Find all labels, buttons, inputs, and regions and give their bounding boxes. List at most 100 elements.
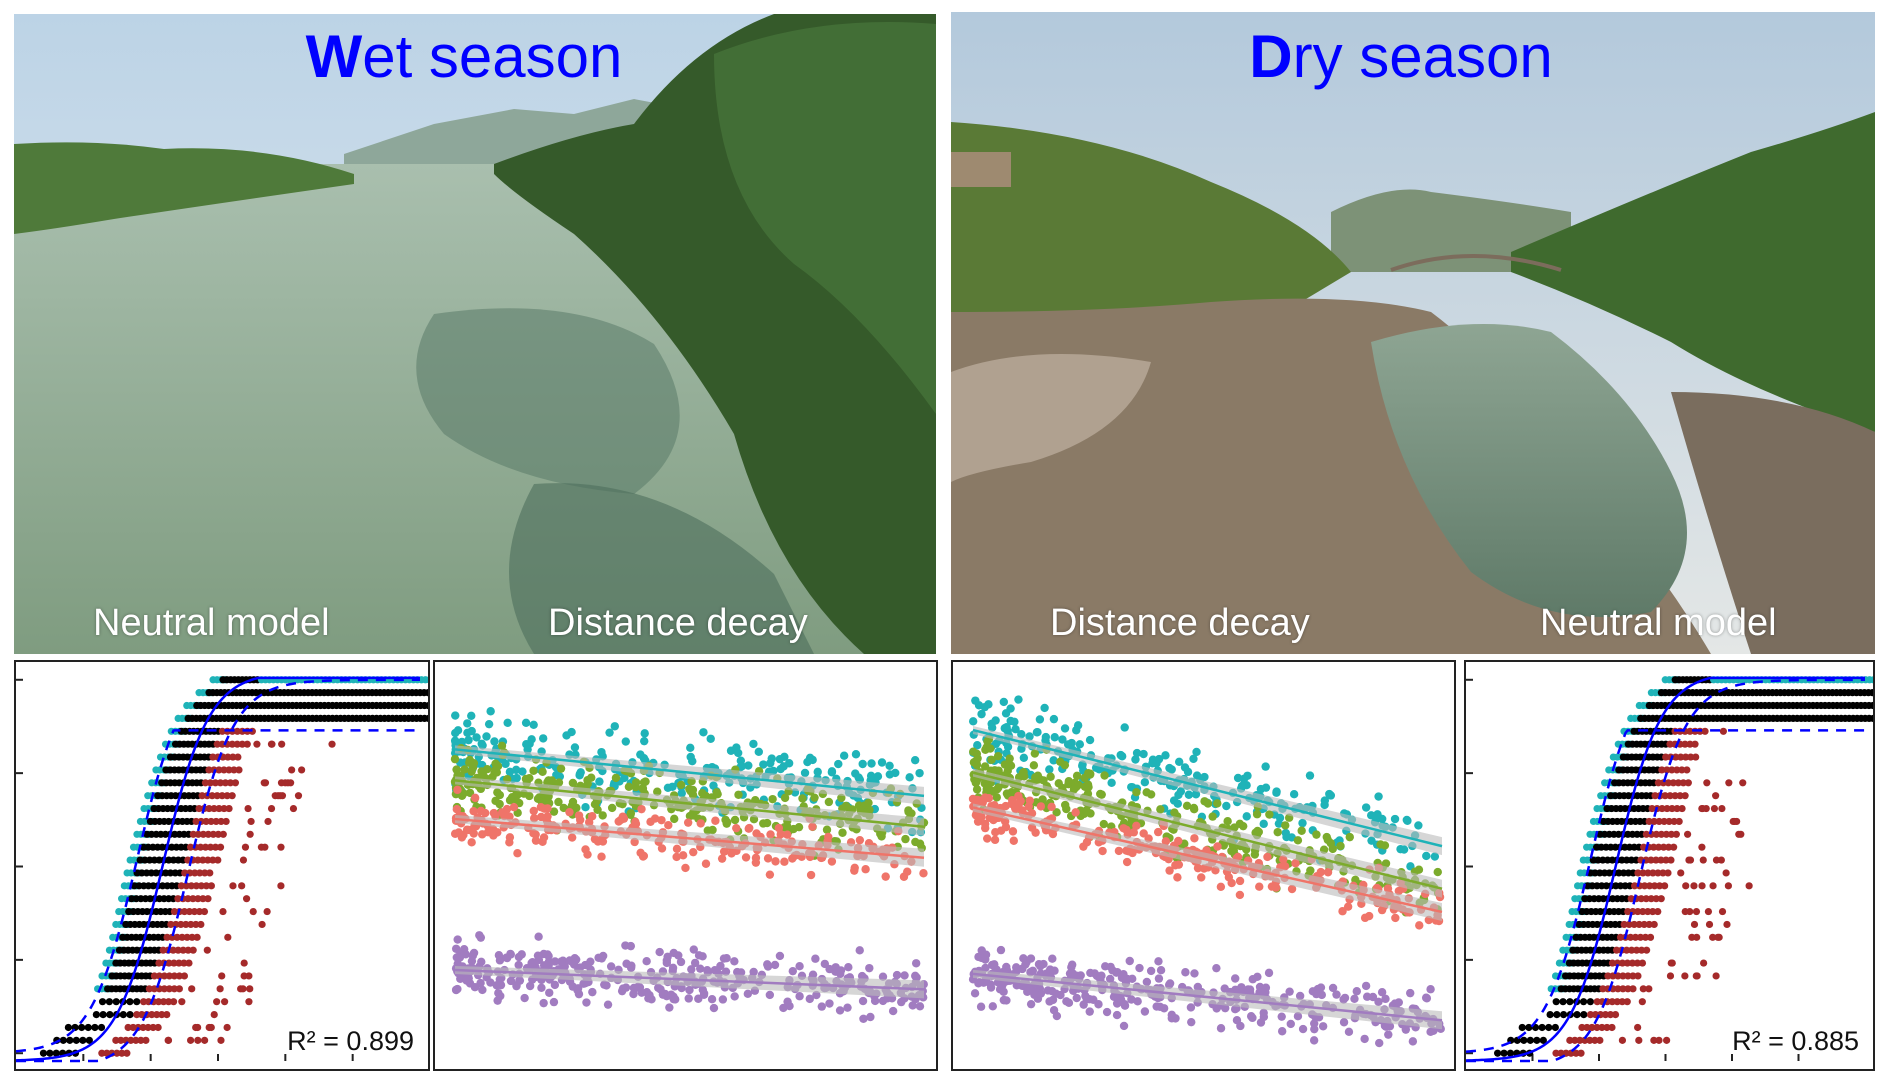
point-below — [235, 766, 243, 774]
point-purple — [690, 958, 700, 968]
point-below — [159, 946, 167, 954]
point-green — [529, 766, 538, 775]
point-below — [191, 869, 199, 877]
point-green — [768, 794, 777, 804]
point-salmon — [500, 811, 509, 821]
point-teal — [977, 709, 986, 719]
point-below — [175, 985, 183, 993]
point-below — [1668, 804, 1676, 813]
point-below — [1662, 856, 1670, 864]
point-teal — [754, 747, 763, 757]
point-below — [1641, 882, 1649, 890]
point-salmon — [1014, 791, 1023, 801]
point-purple — [579, 979, 588, 988]
point-within — [1520, 1036, 1528, 1044]
point-within — [126, 998, 134, 1006]
point-within — [1546, 1010, 1554, 1019]
point-salmon — [980, 819, 990, 829]
point-purple — [699, 990, 709, 1000]
point-below — [1674, 779, 1682, 787]
point-salmon — [1338, 907, 1347, 916]
point-teal — [1403, 816, 1412, 825]
point-salmon — [637, 804, 646, 814]
point-within — [1552, 998, 1560, 1006]
point-within — [1559, 1010, 1568, 1019]
point-below — [1642, 895, 1650, 903]
point-teal — [905, 773, 914, 782]
point-green — [698, 789, 707, 798]
point-below — [113, 1049, 121, 1057]
point-green — [1080, 782, 1090, 791]
point-below — [233, 727, 241, 735]
point-below — [1651, 882, 1659, 890]
point-below — [264, 817, 272, 826]
point-below — [253, 740, 261, 748]
point-below — [194, 895, 202, 903]
point-green — [452, 765, 461, 774]
point-purple — [662, 958, 672, 968]
wet-distance-decay-plot — [433, 660, 938, 1071]
point-salmon — [683, 818, 693, 827]
point-below — [200, 907, 209, 916]
point-below — [188, 933, 196, 941]
point-salmon — [711, 816, 720, 825]
point-teal — [1183, 767, 1193, 777]
point-purple — [986, 983, 996, 992]
point-purple — [1261, 983, 1271, 992]
point-purple — [1156, 965, 1166, 975]
point-below — [1633, 946, 1641, 954]
point-salmon — [1031, 828, 1040, 837]
point-purple — [1352, 987, 1361, 996]
point-purple — [550, 980, 560, 990]
point-salmon — [531, 836, 541, 845]
point-purple — [1050, 966, 1059, 975]
point-green — [990, 766, 1000, 775]
point-below — [198, 792, 206, 800]
point-below — [1618, 1036, 1627, 1044]
point-teal — [1045, 765, 1054, 774]
point-below — [1654, 779, 1662, 787]
point-salmon — [1415, 921, 1424, 930]
point-green — [915, 839, 925, 848]
point-purple — [710, 966, 720, 975]
point-below — [1698, 882, 1706, 890]
point-teal — [1085, 735, 1095, 745]
point-below — [1704, 907, 1713, 916]
point-below — [1725, 779, 1733, 787]
point-teal — [636, 750, 645, 759]
point-teal — [464, 735, 473, 745]
point-green — [554, 797, 563, 807]
point-teal — [1298, 818, 1307, 828]
point-below — [241, 843, 250, 851]
point-green — [495, 790, 505, 800]
wet-distance-decay-label: Distance decay — [548, 602, 808, 644]
point-green — [789, 824, 798, 834]
point-teal — [749, 739, 758, 749]
point-salmon — [598, 837, 608, 846]
point-green — [901, 834, 910, 844]
point-purple — [647, 995, 656, 1004]
point-purple — [494, 988, 503, 998]
point-purple — [588, 987, 597, 997]
point-below — [1608, 998, 1616, 1006]
point-salmon — [1047, 802, 1056, 812]
point-purple — [981, 963, 990, 973]
point-within — [1553, 1010, 1561, 1019]
point-salmon — [1132, 821, 1141, 830]
point-purple — [855, 946, 864, 955]
point-green — [1252, 810, 1262, 819]
point-salmon — [751, 858, 761, 867]
point-below — [217, 1036, 225, 1044]
point-below — [1583, 1023, 1591, 1032]
point-purple — [478, 985, 487, 995]
point-teal — [1075, 740, 1085, 749]
point-below — [1666, 740, 1674, 748]
point-below — [196, 843, 205, 851]
point-purple — [533, 951, 543, 960]
point-below — [148, 1010, 156, 1019]
point-salmon — [476, 806, 486, 816]
point-green — [641, 777, 650, 786]
point-below — [1644, 907, 1652, 916]
fit-line-salmon — [454, 817, 925, 860]
point-purple — [1236, 1021, 1245, 1031]
